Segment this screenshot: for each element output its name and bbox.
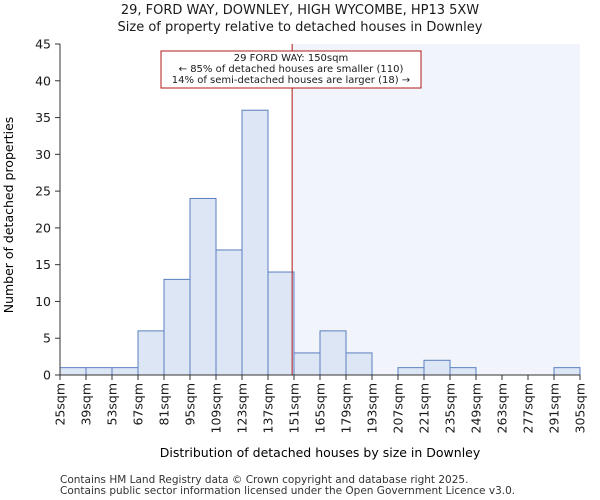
bar-235sqm: [449, 367, 477, 376]
x-tick-label-277sqm: 277sqm: [521, 383, 536, 433]
y-tick-label-45: 45: [35, 37, 51, 52]
x-tick-label-151sqm: 151sqm: [287, 383, 302, 433]
chart-title-line2: Size of property relative to detached ho…: [117, 20, 483, 35]
annotation-line2: ← 85% of detached houses are smaller (11…: [179, 64, 404, 75]
bar-291sqm: [553, 367, 581, 376]
x-tick-label-53sqm: 53sqm: [105, 383, 120, 426]
y-tick-label-25: 25: [35, 184, 51, 199]
footer-copyright: Contains HM Land Registry data © Crown c…: [60, 474, 469, 486]
annotation-line1: 29 FORD WAY: 150sqm: [234, 53, 348, 64]
annotation-line3: 14% of semi-detached houses are larger (…: [172, 75, 410, 86]
annotation-box: 29 FORD WAY: 150sqm ← 85% of detached ho…: [160, 50, 422, 89]
y-axis-label: Number of detached properties: [1, 117, 16, 314]
y-tick-label-15: 15: [35, 257, 51, 272]
annotation-frame: [160, 50, 422, 89]
x-tick-label-193sqm: 193sqm: [365, 383, 380, 433]
x-tick-label-179sqm: 179sqm: [339, 383, 354, 433]
x-tick-label-305sqm: 305sqm: [573, 383, 588, 433]
chart-title-line1: 29, FORD WAY, DOWNLEY, HIGH WYCOMBE, HP1…: [120, 3, 480, 18]
x-tick-label-235sqm: 235sqm: [443, 383, 458, 433]
y-tick-label-20: 20: [35, 220, 51, 235]
x-tick-label-249sqm: 249sqm: [469, 383, 484, 433]
bar-179sqm: [345, 352, 373, 376]
bar-137sqm: [267, 271, 295, 376]
y-tick-label-5: 5: [43, 331, 51, 346]
bar-95sqm: [189, 197, 217, 376]
bar-123sqm: [241, 109, 269, 376]
x-tick-label-221sqm: 221sqm: [417, 383, 432, 433]
y-tick-label-35: 35: [35, 110, 51, 125]
bar-39sqm: [85, 367, 113, 376]
bar-165sqm: [319, 330, 347, 376]
bar-207sqm: [397, 367, 425, 376]
bar-151sqm: [293, 352, 321, 376]
x-tick-label-291sqm: 291sqm: [547, 383, 562, 433]
x-tick-label-207sqm: 207sqm: [391, 383, 406, 433]
bar-109sqm: [215, 249, 243, 376]
x-axis-label: Distribution of detached houses by size …: [160, 445, 481, 460]
y-tick-label-10: 10: [35, 294, 51, 309]
x-tick-label-165sqm: 165sqm: [313, 383, 328, 433]
x-tick-label-95sqm: 95sqm: [183, 383, 198, 426]
bar-53sqm: [111, 367, 139, 376]
bar-221sqm: [423, 359, 451, 376]
highlight-region: [292, 44, 580, 375]
bar-81sqm: [163, 278, 191, 376]
x-tick-label-81sqm: 81sqm: [157, 383, 172, 426]
x-tick-label-123sqm: 123sqm: [235, 383, 250, 433]
bar-67sqm: [137, 330, 165, 376]
bar-25sqm: [59, 367, 87, 376]
y-tick-label-40: 40: [35, 73, 51, 88]
x-tick-label-137sqm: 137sqm: [261, 383, 276, 433]
footer-licence: Contains public sector information licen…: [60, 485, 516, 497]
x-tick-label-25sqm: 25sqm: [53, 383, 68, 426]
x-tick-label-109sqm: 109sqm: [209, 383, 224, 433]
x-tick-label-67sqm: 67sqm: [131, 383, 146, 426]
histogram-chart: 29 FORD WAY: 150sqm ← 85% of detached ho…: [1, 37, 588, 461]
y-tick-label-0: 0: [43, 368, 51, 383]
x-tick-label-263sqm: 263sqm: [495, 383, 510, 433]
x-tick-label-39sqm: 39sqm: [79, 383, 94, 426]
y-tick-label-30: 30: [35, 147, 51, 162]
